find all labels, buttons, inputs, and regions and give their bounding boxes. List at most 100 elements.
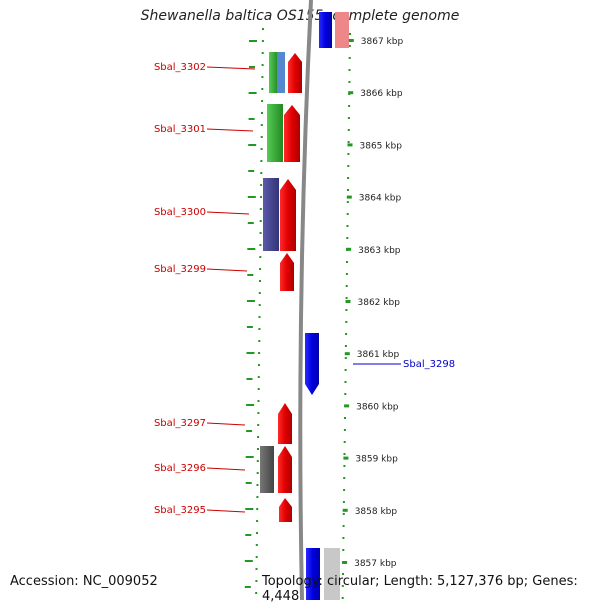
gene-label[interactable]: Sbal_3298 xyxy=(403,359,455,370)
rail-dot xyxy=(347,165,350,167)
rail-dot xyxy=(260,160,263,162)
rail-dot xyxy=(255,544,258,546)
rail-dot xyxy=(258,364,260,366)
gene-feature-sbal-3301 xyxy=(284,105,300,162)
gene-callout-line xyxy=(206,211,250,215)
gene-labels: Sbal_3302 Sbal_3301 Sbal_3300 Sbal_3299 Sbal… xyxy=(154,62,455,516)
rail-dot xyxy=(344,417,346,419)
rail-dot xyxy=(346,237,349,239)
rail-dot xyxy=(342,513,345,515)
right-dot-rail xyxy=(341,33,351,599)
gene-callout-line xyxy=(206,128,254,132)
rail-dot xyxy=(347,141,350,143)
rail-dot xyxy=(342,525,345,527)
rail-dot xyxy=(256,484,259,486)
gene-feature-bottom-grey xyxy=(324,548,340,600)
rail-tick xyxy=(247,196,256,198)
rail-dot xyxy=(341,585,344,587)
rail-dot xyxy=(258,316,261,318)
gene-features xyxy=(260,12,349,600)
accession-label: Accession: NC_009052 xyxy=(10,574,158,589)
rail-dot xyxy=(341,597,344,599)
rail-dot xyxy=(343,477,346,479)
scale-tick-label: 3867 kbp xyxy=(361,37,404,47)
gene-callout-line xyxy=(206,467,246,471)
rail-tick xyxy=(246,430,253,432)
gene-callout-line xyxy=(206,66,256,70)
gene-callout-line xyxy=(206,422,246,426)
rail-dot xyxy=(257,448,259,450)
rail-dot xyxy=(345,333,348,335)
rail-dot xyxy=(261,64,264,66)
rail-dot xyxy=(348,57,351,59)
rail-dot xyxy=(256,520,259,522)
scale-tick-label: 3864 kbp xyxy=(359,194,402,204)
rail-dot xyxy=(257,400,260,402)
rail-dot xyxy=(259,268,262,270)
rail-dot xyxy=(261,52,264,54)
rail-dot xyxy=(258,328,261,330)
rail-dot xyxy=(348,45,351,47)
rail-dot xyxy=(259,208,262,210)
rail-dot xyxy=(260,136,263,138)
scale-tick-mark xyxy=(344,352,350,356)
rail-dot xyxy=(255,556,258,558)
scale-tick-mark xyxy=(346,247,352,251)
rail-tick xyxy=(248,92,257,94)
scale-tick-mark xyxy=(346,195,352,199)
rail-dot xyxy=(348,105,351,107)
rail-dot xyxy=(259,220,262,222)
rail-dot xyxy=(344,345,347,347)
gene-label[interactable]: Sbal_3300 xyxy=(154,207,206,218)
rail-dot xyxy=(256,496,259,498)
rail-tick xyxy=(248,118,255,120)
gene-label[interactable]: Sbal_3297 xyxy=(154,418,206,429)
scale-tick-label: 3865 kbp xyxy=(360,141,403,151)
gene-feature-sbal-3302 xyxy=(288,53,302,93)
scale-tick-label: 3857 kbp xyxy=(354,559,397,569)
rail-dot xyxy=(347,189,349,191)
gene-feature-cog-grey xyxy=(260,446,274,493)
rail-tick xyxy=(246,352,255,354)
rail-dot xyxy=(261,40,264,42)
rail-dot xyxy=(346,201,349,203)
rail-dot xyxy=(260,148,263,150)
gene-feature-bottom-blue xyxy=(306,548,320,600)
gene-feature-sbal-3296 xyxy=(278,446,292,493)
scale-tick-mark xyxy=(347,143,353,147)
gene-label[interactable]: Sbal_3301 xyxy=(154,124,206,135)
rail-dot xyxy=(348,69,351,71)
rail-dot xyxy=(348,81,351,83)
gene-label[interactable]: Sbal_3302 xyxy=(154,62,206,73)
rail-dot xyxy=(347,129,350,131)
gene-callout-line xyxy=(206,268,248,272)
rail-dot xyxy=(343,465,346,467)
rail-dot xyxy=(349,33,351,35)
scale-tick-mark xyxy=(348,39,354,42)
rail-dot xyxy=(260,172,263,174)
gene-label[interactable]: Sbal_3295 xyxy=(154,505,206,516)
rail-dot xyxy=(256,508,259,510)
rail-dot xyxy=(344,393,347,395)
rail-dot xyxy=(342,573,344,575)
scale-tick-label: 3866 kbp xyxy=(360,89,403,99)
scale-tick-label: 3859 kbp xyxy=(355,455,398,465)
rail-dot xyxy=(256,532,258,534)
scale-tick-mark xyxy=(343,456,349,460)
scale-tick-label: 3861 kbp xyxy=(357,350,400,360)
rail-dot xyxy=(344,381,347,383)
gene-label[interactable]: Sbal_3296 xyxy=(154,463,206,474)
rail-tick xyxy=(245,508,254,510)
rail-dot xyxy=(261,76,264,78)
rail-dot xyxy=(261,100,264,102)
rail-dot xyxy=(257,424,260,426)
gene-feature-top-pink xyxy=(335,12,349,48)
gene-feature-sbal-3297 xyxy=(278,403,292,444)
gene-feature-top-blue xyxy=(319,12,332,48)
rail-dot xyxy=(260,196,262,198)
rail-dot xyxy=(345,321,348,323)
gene-label[interactable]: Sbal_3299 xyxy=(154,264,206,275)
scale-tick-label: 3863 kbp xyxy=(358,246,401,256)
rail-dot xyxy=(259,256,262,258)
rail-tick xyxy=(249,66,255,68)
